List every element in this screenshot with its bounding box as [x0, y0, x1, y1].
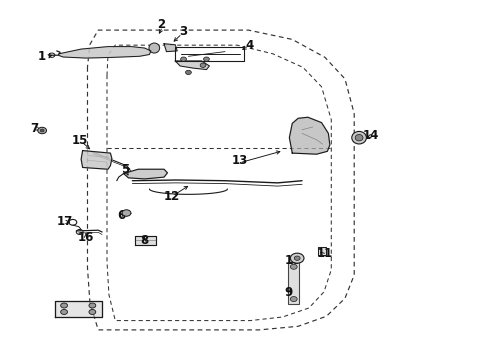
Text: 7: 7 [30, 122, 38, 135]
Text: 16: 16 [78, 231, 94, 244]
Polygon shape [317, 247, 326, 255]
Polygon shape [55, 301, 102, 317]
Ellipse shape [354, 134, 362, 141]
Polygon shape [163, 44, 177, 51]
Polygon shape [135, 235, 156, 245]
Text: 14: 14 [363, 129, 379, 142]
Circle shape [89, 303, 96, 308]
Text: 10: 10 [285, 254, 301, 267]
Text: 13: 13 [231, 154, 247, 167]
Text: 15: 15 [71, 134, 88, 147]
Polygon shape [81, 150, 112, 169]
Circle shape [40, 129, 44, 132]
Polygon shape [289, 117, 329, 154]
Circle shape [290, 264, 297, 269]
Circle shape [180, 57, 186, 61]
Circle shape [89, 310, 96, 315]
Polygon shape [175, 61, 209, 69]
Polygon shape [58, 46, 151, 58]
Text: 8: 8 [140, 234, 148, 247]
Polygon shape [123, 169, 167, 179]
Circle shape [290, 253, 304, 263]
Ellipse shape [149, 43, 159, 53]
Text: 12: 12 [163, 190, 179, 203]
Text: 6: 6 [117, 210, 125, 222]
Bar [288, 262, 299, 304]
Circle shape [122, 210, 131, 216]
Text: 2: 2 [157, 18, 165, 31]
Text: 1: 1 [38, 50, 46, 63]
Circle shape [61, 310, 67, 315]
Text: 17: 17 [57, 215, 73, 228]
Circle shape [61, 303, 67, 308]
Circle shape [290, 297, 297, 302]
Circle shape [203, 57, 209, 61]
Circle shape [200, 63, 205, 67]
Text: 4: 4 [245, 39, 253, 52]
Text: 5: 5 [121, 163, 129, 176]
Circle shape [185, 70, 191, 75]
Ellipse shape [351, 131, 366, 144]
Text: 9: 9 [284, 287, 292, 300]
Circle shape [294, 256, 300, 260]
Text: 11: 11 [316, 247, 332, 260]
Circle shape [38, 127, 46, 134]
Text: 3: 3 [179, 25, 187, 38]
